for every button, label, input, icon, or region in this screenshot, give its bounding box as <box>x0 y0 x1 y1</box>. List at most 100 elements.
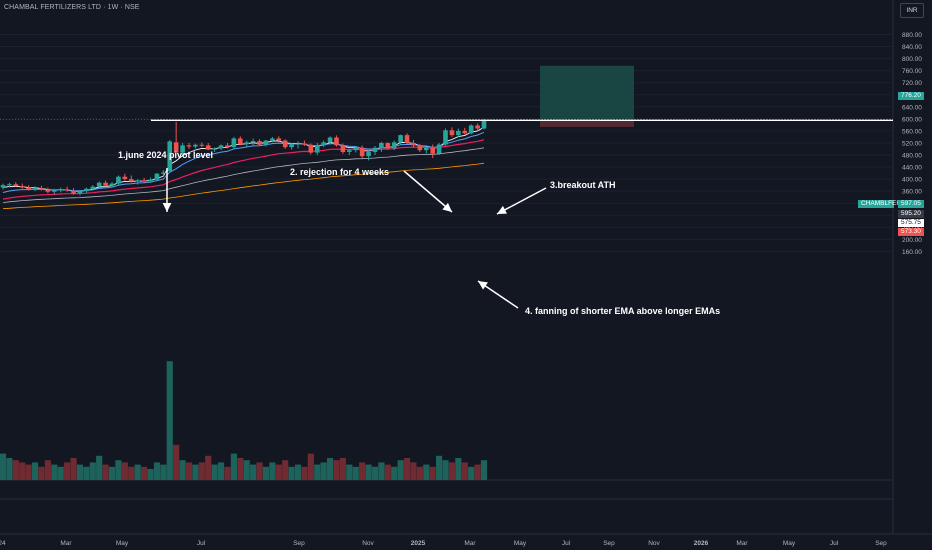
candle-body <box>109 183 115 186</box>
volume-bar <box>269 462 276 480</box>
candle-body <box>51 190 57 192</box>
candle-body <box>173 142 179 153</box>
volume-bar <box>455 458 462 480</box>
y-tick-label: 720.00 <box>902 80 922 87</box>
breakout-arrow-head <box>497 205 507 214</box>
x-tick-label: 2025 <box>411 540 426 547</box>
volume-bar <box>89 462 96 480</box>
volume-bar <box>384 464 391 480</box>
x-tick-label: Nov <box>648 540 660 547</box>
ema-fast-line <box>2 126 485 192</box>
candle-body <box>379 142 384 148</box>
y-tick-label: 480.00 <box>902 153 922 160</box>
x-tick-label: 2026 <box>694 540 709 547</box>
x-tick-label: Mar <box>736 540 748 547</box>
symbol-price-label: CHAMBLFERT <box>858 200 905 208</box>
x-tick-label: Mar <box>464 540 476 547</box>
volume-bar <box>76 464 84 480</box>
candle-body <box>263 140 269 145</box>
volume-bar <box>121 462 128 480</box>
annotation-pivot: 1.june 2024 pivot level <box>118 150 214 160</box>
volume-bar <box>153 462 160 480</box>
candle-body <box>391 142 397 149</box>
candle-body <box>26 187 31 190</box>
y-tick-label: 840.00 <box>902 44 922 51</box>
annotation-breakout: 3.breakout ATH <box>550 180 616 190</box>
volume-bar <box>192 464 199 480</box>
volume-bar <box>141 466 148 480</box>
candle-body <box>347 150 352 152</box>
volume-bar <box>275 464 282 480</box>
rejection-arrow-shaft <box>403 170 453 213</box>
candle-body <box>359 147 365 157</box>
y-tick-label: 760.00 <box>902 68 922 75</box>
candle-body <box>449 130 455 136</box>
x-tick-label: Sep <box>603 540 615 547</box>
volume-bar <box>147 469 154 480</box>
volume-bar <box>211 464 218 480</box>
volume-bar <box>0 453 7 480</box>
volume-bar <box>64 462 71 480</box>
x-tick-label: Jul <box>562 540 571 547</box>
x-tick-label: Jul <box>830 540 839 547</box>
y-tick-label: 640.00 <box>902 104 922 111</box>
candle-body <box>32 188 38 190</box>
candle-body <box>372 147 378 152</box>
symbol-title: CHAMBAL FERTILIZERS LTD · 1W · NSE <box>4 4 140 11</box>
candle-body <box>135 180 140 182</box>
candle-body <box>225 145 230 148</box>
volume-bar <box>307 453 314 480</box>
volume-bar <box>403 458 411 480</box>
volume-bar <box>416 466 423 480</box>
volume-bar <box>256 462 263 480</box>
candle-body <box>154 173 160 180</box>
volume-bar <box>442 460 449 480</box>
stop-price-label: 573.30 <box>898 228 924 236</box>
currency-button[interactable]: INR <box>900 3 924 18</box>
fanning-arrow-head <box>478 281 488 290</box>
volume-bar <box>224 466 231 480</box>
volume-bar <box>6 458 13 480</box>
x-tick-label: May <box>783 540 796 547</box>
candle-body <box>218 145 224 149</box>
volume-bar <box>128 466 135 480</box>
candle-body <box>96 182 102 187</box>
candle-body <box>45 189 51 192</box>
candle-body <box>270 138 275 141</box>
candle-body <box>71 190 76 194</box>
ema-lines <box>2 126 485 210</box>
volume-bar <box>19 462 26 480</box>
y-tick-label: 800.00 <box>902 56 922 63</box>
candle-body <box>456 130 461 136</box>
candle-body <box>244 142 250 145</box>
volume-bar <box>173 444 180 480</box>
candle-body <box>205 145 211 150</box>
volume-bar <box>320 462 327 480</box>
volume-bar <box>38 466 45 480</box>
volume-bar <box>365 464 372 480</box>
candle-body <box>64 189 70 191</box>
candle-body <box>257 141 262 145</box>
candle-body <box>436 144 442 154</box>
volume-bar <box>397 460 404 480</box>
volume-bar <box>352 466 359 480</box>
candle-body <box>353 147 359 151</box>
candle-body <box>308 144 314 153</box>
candle-body <box>430 147 436 154</box>
candles <box>0 118 487 196</box>
volume-bar <box>474 464 481 480</box>
candle-body <box>340 145 346 152</box>
volume-bar <box>96 455 103 480</box>
x-tick-label: Nov <box>362 540 374 547</box>
candle-body <box>462 130 468 134</box>
candle-body <box>385 142 391 149</box>
volume-bar <box>108 466 116 480</box>
ema-mid-line <box>2 131 485 193</box>
volume-bar <box>115 460 122 480</box>
volume-bar <box>12 460 19 480</box>
ema-slow-line <box>2 139 485 200</box>
volume-bar <box>314 464 321 480</box>
y-tick-label: 880.00 <box>902 32 922 39</box>
ema-long-line <box>2 147 485 203</box>
